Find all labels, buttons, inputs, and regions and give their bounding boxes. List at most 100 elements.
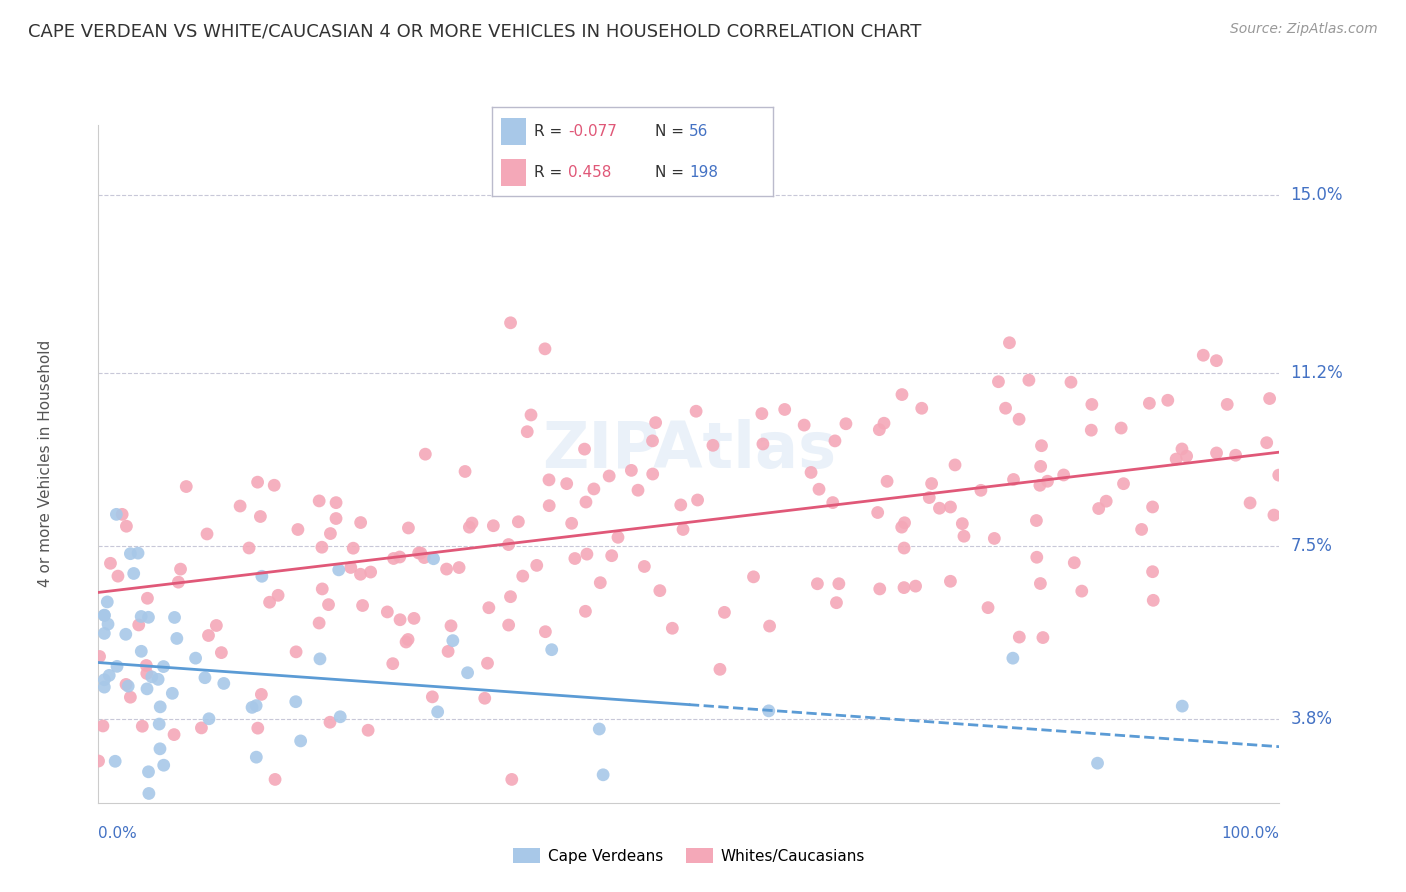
Point (893, 541, 915, 555)
Point (1142, 593, 1164, 607)
Point (198, 712, 221, 726)
Point (672, 523, 695, 537)
Text: 4 or more Vehicles in Household: 4 or more Vehicles in Household (38, 340, 53, 588)
Point (1095, 494, 1118, 508)
Point (943, 458, 966, 472)
Point (582, 482, 605, 496)
Point (808, 482, 831, 496)
Point (939, 500, 962, 514)
Point (287, 523, 309, 537)
Point (1192, 348, 1215, 362)
Point (537, 473, 560, 487)
Point (184, 651, 207, 665)
Point (422, 551, 444, 566)
Point (669, 498, 692, 512)
Point (911, 401, 934, 416)
Point (96, 595, 118, 609)
Point (169, 562, 191, 576)
Point (501, 772, 523, 787)
Point (825, 596, 848, 610)
Point (120, 547, 142, 561)
Point (290, 734, 312, 748)
Point (284, 695, 307, 709)
Point (357, 723, 380, 738)
Point (195, 527, 218, 541)
Point (998, 335, 1021, 350)
Point (1109, 421, 1132, 435)
Point (325, 511, 347, 525)
Point (953, 529, 976, 543)
Point (1060, 375, 1083, 389)
Point (149, 699, 172, 714)
Point (136, 681, 159, 696)
Point (166, 632, 188, 646)
Point (250, 569, 273, 583)
Point (311, 540, 333, 554)
Point (800, 466, 823, 480)
Point (246, 475, 269, 490)
Point (498, 618, 520, 632)
Point (574, 442, 596, 456)
Point (564, 551, 586, 566)
Point (1087, 501, 1109, 516)
Point (1029, 459, 1052, 474)
Point (388, 549, 411, 564)
Point (641, 467, 664, 481)
Point (977, 600, 1000, 615)
Point (574, 604, 596, 618)
Point (1053, 467, 1076, 482)
Point (806, 576, 828, 591)
Point (89, 649, 111, 664)
Point (263, 478, 285, 492)
Point (138, 610, 160, 624)
Point (111, 508, 134, 522)
Text: ZIPAtlas: ZIPAtlas (541, 419, 837, 482)
Point (661, 621, 683, 635)
Point (1137, 396, 1160, 410)
Point (131, 719, 153, 733)
Point (478, 600, 501, 615)
Point (891, 387, 914, 401)
Point (245, 750, 267, 764)
Point (437, 644, 460, 658)
Point (115, 677, 138, 691)
Point (127, 546, 149, 560)
Point (209, 646, 232, 660)
Point (259, 595, 281, 609)
Point (146, 673, 169, 687)
Point (457, 665, 479, 680)
Point (893, 581, 915, 595)
Point (589, 575, 612, 590)
Point (1263, 508, 1285, 522)
Point (1001, 651, 1024, 665)
Point (402, 611, 425, 625)
Point (122, 566, 145, 581)
Point (141, 670, 163, 684)
Point (422, 690, 444, 704)
Point (868, 423, 890, 437)
Point (174, 479, 197, 493)
Point (93, 673, 115, 687)
Text: Source: ZipAtlas.com: Source: ZipAtlas.com (1230, 22, 1378, 37)
Bar (501, 159, 526, 186)
Point (904, 579, 927, 593)
Point (1268, 468, 1291, 483)
Point (477, 657, 499, 671)
Point (104, 754, 127, 768)
Point (396, 632, 419, 647)
Point (389, 613, 412, 627)
Point (441, 633, 464, 648)
Point (1142, 500, 1164, 514)
Point (482, 518, 505, 533)
Point (512, 569, 534, 583)
Point (1216, 397, 1239, 411)
Text: -0.077: -0.077 (568, 124, 617, 138)
Text: 198: 198 (689, 165, 718, 179)
Point (499, 590, 522, 604)
Point (540, 642, 562, 657)
Text: 7.5%: 7.5% (1291, 537, 1333, 555)
Point (264, 772, 287, 787)
Point (105, 508, 128, 522)
Point (246, 721, 269, 735)
Point (415, 447, 437, 461)
